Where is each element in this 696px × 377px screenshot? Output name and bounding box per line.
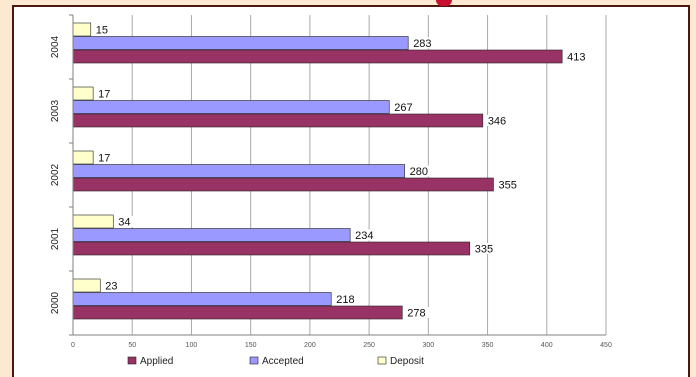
value-label: 346 xyxy=(488,116,506,128)
legend-label-accepted: Accepted xyxy=(262,356,304,367)
legend-label-deposit: Deposit xyxy=(390,356,424,367)
category-label: 2002 xyxy=(50,163,61,186)
x-tick-label: 100 xyxy=(186,342,198,349)
value-label-bg xyxy=(93,24,112,35)
bar-accepted xyxy=(72,36,409,50)
bar-accepted xyxy=(72,164,405,178)
legend-label-applied: Applied xyxy=(140,356,173,367)
value-label-bg xyxy=(407,165,433,177)
bar-accepted xyxy=(72,100,390,114)
value-label: 17 xyxy=(98,89,110,101)
value-label-bg xyxy=(405,307,431,318)
value-label-bg xyxy=(496,179,522,190)
value-label-bg xyxy=(411,37,437,49)
bar-applied xyxy=(72,241,471,256)
value-label-bg xyxy=(485,115,511,126)
bar-applied xyxy=(72,113,484,128)
bar-accepted xyxy=(72,292,332,306)
bar-deposit xyxy=(72,86,94,101)
x-tick-label: 350 xyxy=(482,342,494,349)
value-label-bg xyxy=(353,229,379,241)
category-label: 2003 xyxy=(50,99,61,122)
value-label: 278 xyxy=(407,308,425,320)
bar-applied xyxy=(72,49,563,64)
x-tick-label: 450 xyxy=(600,342,612,349)
value-label: 15 xyxy=(96,25,108,37)
value-label-bg xyxy=(103,280,122,291)
legend-swatch-accepted xyxy=(249,356,259,365)
value-label-bg xyxy=(472,243,498,254)
value-label: 335 xyxy=(475,244,493,256)
x-tick-label: 400 xyxy=(541,342,553,349)
x-tick-label: 250 xyxy=(363,342,375,349)
bar-applied xyxy=(72,177,494,192)
legend-swatch-applied xyxy=(127,356,137,365)
value-label-bg xyxy=(392,101,418,113)
bar-deposit xyxy=(72,278,101,293)
value-label-bg xyxy=(334,293,360,305)
legend: Applied Accepted Deposit xyxy=(127,356,424,367)
bar-applied xyxy=(72,305,403,320)
value-label: 283 xyxy=(413,38,431,50)
decorative-mark xyxy=(436,0,452,6)
x-tick-label: 300 xyxy=(422,342,434,349)
value-label: 355 xyxy=(498,180,516,192)
bar-deposit xyxy=(72,150,94,165)
bar-deposit xyxy=(72,214,114,229)
value-label: 218 xyxy=(336,294,354,306)
category-label: 2001 xyxy=(50,227,61,250)
x-tick-label: 50 xyxy=(128,342,136,349)
category-label: 2000 xyxy=(50,291,61,314)
legend-swatch-deposit xyxy=(377,356,387,365)
x-tick-label: 150 xyxy=(245,342,257,349)
value-label: 234 xyxy=(355,230,373,242)
value-label: 280 xyxy=(410,166,428,178)
bar-accepted xyxy=(72,228,351,242)
category-label: 2004 xyxy=(50,35,61,58)
value-label: 267 xyxy=(394,102,412,114)
value-label-bg xyxy=(96,88,115,99)
value-label: 34 xyxy=(118,217,130,229)
axes: 0 50 100 150 200 250 300 350 400 450 2004 2003 2002 2… xyxy=(50,14,612,349)
value-labels: 15 283 413 17 267 346 17 280 355 34 234 335 23 218 278 xyxy=(93,24,591,320)
value-label: 17 xyxy=(98,153,110,165)
bar-deposit xyxy=(72,22,92,37)
value-label: 23 xyxy=(105,281,117,293)
x-tick-label: 200 xyxy=(304,342,316,349)
value-label-bg xyxy=(96,152,115,163)
x-tick-label: 0 xyxy=(71,342,75,349)
value-label-bg xyxy=(565,51,591,62)
bars xyxy=(72,22,563,320)
value-label: 413 xyxy=(567,52,585,64)
value-label-bg xyxy=(116,216,135,227)
